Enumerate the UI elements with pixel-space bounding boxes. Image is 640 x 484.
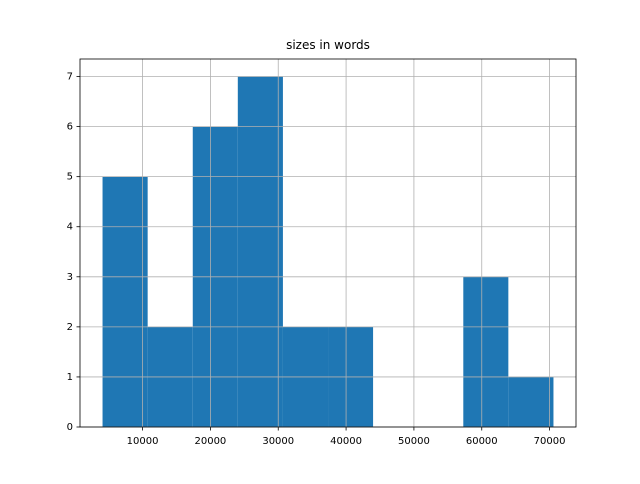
y-tick-label: 1 [67, 372, 73, 383]
bar [508, 376, 554, 427]
x-tick-label: 10000 [127, 436, 159, 447]
bar [463, 276, 509, 427]
chart-title: sizes in words [286, 38, 370, 52]
y-tick-label: 3 [67, 272, 73, 283]
y-tick-label: 4 [67, 222, 73, 233]
x-tick-label: 30000 [262, 436, 294, 447]
plot-frame [79, 58, 577, 428]
y-tick-label: 7 [67, 72, 73, 83]
x-tick-label: 60000 [466, 436, 498, 447]
y-tick-label: 2 [67, 322, 73, 333]
y-tick-label: 0 [67, 422, 73, 433]
x-tick-label: 20000 [194, 436, 226, 447]
y-tick-label: 6 [67, 122, 73, 133]
x-tick-label: 40000 [330, 436, 362, 447]
bar [102, 176, 148, 427]
bar [237, 76, 283, 428]
x-tick-label: 50000 [398, 436, 430, 447]
x-tick-label: 70000 [534, 436, 566, 447]
y-tick-label: 5 [67, 172, 73, 183]
